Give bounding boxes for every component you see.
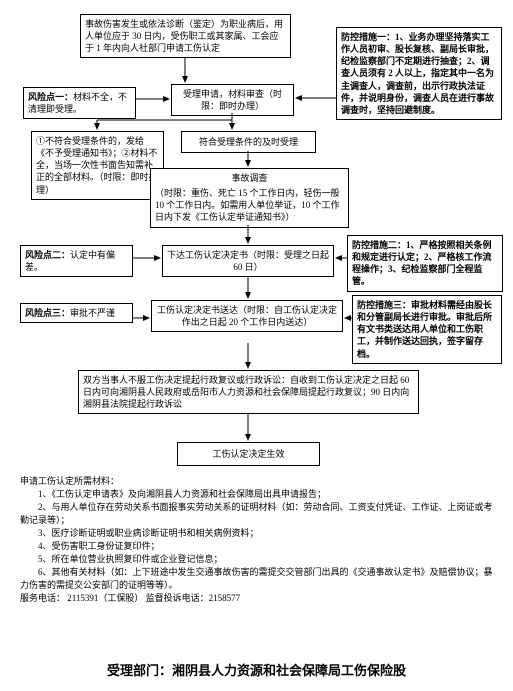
- node-measure2: 防控措施二：1、严格按照相关条例和规定进行认定；2、严格核工作流程操作；3、纪检…: [347, 235, 503, 292]
- node-measure1-text: 防控措施一：1、业务办理坚持落实工作人员初审、股长复核、副局长审批，纪检监察部门…: [341, 32, 494, 115]
- page-title: 受理部门：湘阴县人力资源和社会保障局工伤保险股: [0, 660, 513, 679]
- node-conform-text: 符合受理条件的及时受理: [199, 137, 298, 147]
- node-deliver-text: 工伤认定决定书送达（时限：自工伤认定决定作出之日起 20 个工作日内送达）: [157, 305, 337, 327]
- footer-heading: 申请工伤认定所需材料：: [20, 475, 500, 488]
- node-investigate-body: （时限：重伤、死亡 15 个工作日内，轻伤一般 10 个工作日内。如需用人单位举…: [155, 187, 344, 223]
- node-decision-text: 下达工伤认定决定书（时限：受理之日起 60 日）: [167, 250, 329, 272]
- node-start-text: 事故伤害发生或依法诊断（鉴定）为职业病后，用人单位应于 30 日内，受伤职工或其…: [85, 19, 283, 53]
- node-reject: ①不符合受理条件的，发给《不予受理通知书》；②材料不全，当场一次性书面告知需补正…: [31, 131, 164, 200]
- footer-l1: 1、《工伤认定申请表》及向湘阴县人力资源和社会保障局出具申请报告；: [20, 488, 500, 501]
- node-reject-text: ①不符合受理条件的，发给《不予受理通知书》；②材料不全，当场一次性书面告知需补正…: [36, 136, 158, 195]
- node-appeal-text: 双方当事人不服工伤决定提起行政复议或行政诉讼：自收到工伤认定决定之日起 60 日…: [83, 375, 409, 409]
- node-conform: 符合受理条件的及时受理: [181, 131, 316, 153]
- node-risk1-label: 风险点一：: [28, 92, 73, 102]
- node-measure1: 防控措施一：1、业务办理坚持落实工作人员初审、股长复核、副局长审批，纪检监察部门…: [336, 27, 502, 120]
- footer-l7: 服务电话： 2115391（工保股） 监督投诉电话：2158577: [20, 592, 500, 605]
- node-risk3: 风险点三：审批不严谨: [20, 303, 133, 323]
- footer-l2: 2、与用人单位存在劳动关系书面报事实劳动关系的证明材料（如：劳动合同、工资支付凭…: [20, 501, 500, 527]
- node-effective: 工伤认定决定生效: [177, 442, 320, 466]
- node-measure3-text: 防控措施三：审批材料需经由股长和分管副局长进行审批。审批后所有文书类送达用人单位…: [357, 300, 492, 359]
- footer-l5: 5、所在单位营业执照复印件或企业登记信息；: [20, 553, 500, 566]
- node-risk3-body: 审批不严谨: [70, 308, 115, 318]
- node-accept-text: 受理申请，材料审查（时限：即时办理）: [183, 89, 282, 111]
- node-appeal: 双方当事人不服工伤决定提起行政复议或行政诉讼：自收到工伤认定决定之日起 60 日…: [78, 370, 419, 414]
- node-decision: 下达工伤认定决定书（时限：受理之日起 60 日）: [162, 245, 334, 277]
- node-deliver: 工伤认定决定书送达（时限：自工伤认定决定作出之日起 20 个工作日内送达）: [151, 300, 343, 332]
- node-measure3: 防控措施三：审批材料需经由股长和分管副局长进行审批。审批后所有文书类送达用人单位…: [352, 295, 502, 364]
- node-accept: 受理申请，材料审查（时限：即时办理）: [171, 84, 294, 116]
- footer-l3: 3、医疗诊断证明或职业病诊断证明书和相关病例资料；: [20, 527, 500, 540]
- page-title-text: 受理部门：湘阴县人力资源和社会保障局工伤保险股: [107, 663, 406, 678]
- node-risk1: 风险点一：材料不全，不清理即受理。: [23, 87, 136, 119]
- node-risk3-label: 风险点三：: [25, 308, 70, 318]
- node-investigate-title: 事故调查: [155, 172, 344, 184]
- node-risk2-label: 风险点二：: [25, 250, 70, 260]
- node-risk2: 风险点二：认定中有偏差。: [20, 245, 133, 277]
- footer-l6: 6、其他有关材料（如：上下班途中发生交通事故伤害的需提交交管部门出具的《交通事故…: [20, 566, 500, 592]
- node-investigate: 事故调查 （时限：重伤、死亡 15 个工作日内，轻伤一般 10 个工作日内。如需…: [150, 168, 349, 228]
- node-measure2-text: 防控措施二：1、严格按照相关条例和规定进行认定；2、严格核工作流程操作；3、纪检…: [352, 240, 492, 286]
- footer-block: 申请工伤认定所需材料： 1、《工伤认定申请表》及向湘阴县人力资源和社会保障局出具…: [20, 475, 500, 605]
- footer-l4: 4、受伤害职工身份证复印件；: [20, 540, 500, 553]
- node-start: 事故伤害发生或依法诊断（鉴定）为职业病后，用人单位应于 30 日内，受伤职工或其…: [80, 14, 291, 58]
- node-effective-text: 工伤认定决定生效: [212, 449, 284, 459]
